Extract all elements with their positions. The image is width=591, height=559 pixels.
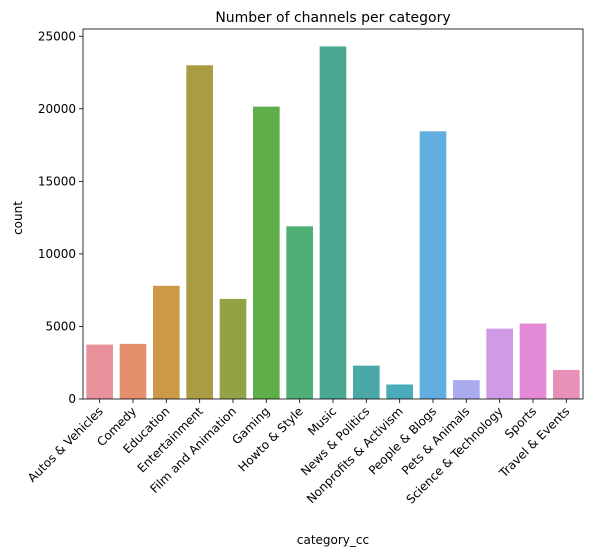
bar-11 [453, 380, 480, 399]
x-tick-label-0: Autos & Vehicles [25, 404, 106, 485]
y-tick-label-4: 20000 [38, 102, 76, 116]
y-tick-label-1: 5000 [45, 319, 76, 333]
y-tick-label-5: 25000 [38, 29, 76, 43]
bar-7 [319, 46, 347, 399]
bar-3 [186, 65, 213, 400]
bar-1 [119, 343, 147, 399]
bar-14 [553, 369, 580, 399]
bar-2 [153, 285, 180, 399]
x-axis-label: category_cc [297, 533, 369, 547]
y-tick-label-0: 0 [68, 392, 76, 406]
bar-12 [486, 328, 513, 399]
plot-frame [82, 28, 584, 400]
bar-0 [86, 344, 113, 399]
bar-13 [519, 323, 547, 399]
bar-6 [286, 226, 313, 399]
bar-8 [353, 365, 380, 399]
y-axis-label: count [11, 201, 25, 235]
bar-4 [219, 298, 247, 399]
bar-5 [253, 106, 280, 400]
bar-10 [419, 131, 447, 399]
y-tick-label-2: 10000 [38, 247, 76, 261]
bars-layer [86, 46, 580, 400]
y-tick-label-3: 15000 [38, 174, 76, 188]
chart-title: Number of channels per category [215, 10, 450, 26]
bar-9 [386, 384, 413, 399]
